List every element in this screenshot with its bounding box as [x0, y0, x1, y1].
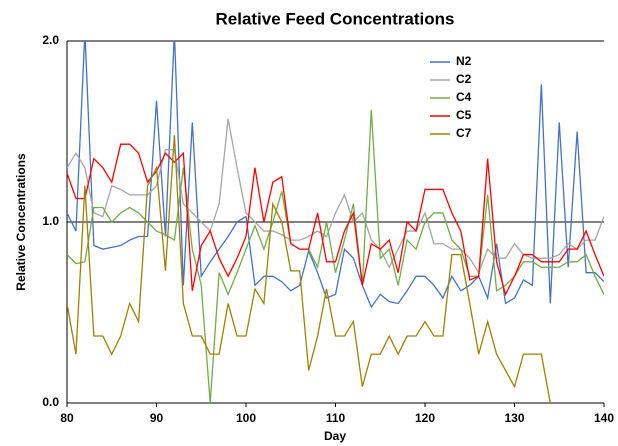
x-tick-label: 130	[504, 411, 524, 425]
y-tick-label: 1.0	[42, 214, 59, 228]
x-tick-label: 80	[60, 411, 74, 425]
chart-title: Relative Feed Concentrations	[215, 9, 454, 28]
series-line	[67, 135, 551, 403]
x-tick-label: 90	[150, 411, 164, 425]
legend-label: C7	[456, 126, 472, 140]
x-tick-label: 140	[594, 411, 614, 425]
series-line	[67, 118, 604, 275]
legend-label: C5	[456, 108, 472, 122]
y-tick-label: 2.0	[42, 33, 59, 47]
legend-label: N2	[456, 54, 472, 68]
series-line	[67, 41, 604, 309]
x-tick-label: 100	[236, 411, 256, 425]
x-tick-label: 110	[326, 411, 346, 425]
legend-label: C2	[456, 72, 472, 86]
x-tick-label: 120	[415, 411, 435, 425]
y-tick-label: 0.0	[42, 395, 59, 409]
legend-label: C4	[456, 90, 472, 104]
x-axis-label: Day	[324, 429, 346, 443]
y-axis-label: Relative Concentrations	[14, 153, 28, 291]
series-line	[67, 109, 604, 403]
